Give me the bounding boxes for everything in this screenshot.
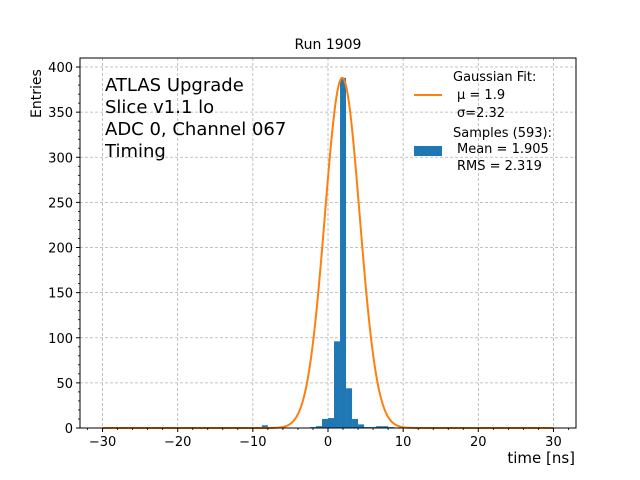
y-axis-label: Entries: [29, 69, 45, 118]
legend-samples-mean: Mean = 1.905: [457, 142, 549, 157]
x-tick-label: −20: [164, 435, 191, 450]
legend-samples-swatch: [414, 146, 442, 156]
x-tick-label: 30: [545, 435, 562, 450]
x-tick-label: 20: [470, 435, 487, 450]
legend: Gaussian Fit: μ = 1.9 σ=2.32 Samples (59…: [414, 70, 552, 174]
histogram-bar: [376, 426, 383, 428]
chart-title: Run 1909: [295, 37, 362, 53]
histogram-bar: [382, 426, 389, 428]
annotation-line: ADC 0, Channel 067: [105, 119, 286, 140]
histogram-bar: [315, 426, 322, 428]
y-tick-label: 200: [48, 242, 73, 257]
histogram-bar: [346, 388, 353, 428]
y-tick-label: 250: [48, 196, 73, 211]
y-tick-label: 100: [48, 332, 73, 347]
legend-fit-title: Gaussian Fit:: [453, 70, 536, 85]
annotation-box: ATLAS Upgrade Slice v1.1 lo ADC 0, Chann…: [104, 75, 286, 162]
x-tick-label: −30: [89, 435, 116, 450]
legend-samples-rms: RMS = 2.319: [457, 159, 542, 174]
x-tick-label: 10: [395, 435, 412, 450]
histogram-bar: [358, 424, 365, 428]
y-tick-label: 300: [48, 151, 73, 166]
annotation-line: Timing: [104, 141, 166, 162]
y-tick-label: 150: [48, 287, 73, 302]
x-tick-label: 0: [324, 435, 332, 450]
annotation-line: Slice v1.1 lo: [105, 97, 214, 118]
histogram-bar: [352, 418, 359, 428]
legend-fit-sigma: σ=2.32: [457, 106, 505, 121]
y-tick-label: 0: [65, 422, 73, 437]
y-tick-label: 350: [48, 106, 73, 121]
y-tick-label: 400: [48, 61, 73, 76]
x-tick-label: −10: [239, 435, 266, 450]
legend-fit-mu: μ = 1.9: [457, 88, 505, 103]
x-axis-label: time [ns]: [507, 449, 575, 467]
y-tick-label: 50: [56, 377, 73, 392]
histogram-bar: [340, 77, 347, 428]
histogram-bar: [334, 341, 341, 428]
annotation-line: ATLAS Upgrade: [105, 75, 244, 96]
histogram-bar: [261, 425, 268, 428]
legend-samples-title: Samples (593):: [453, 126, 552, 141]
histogram-bar: [328, 418, 335, 428]
histogram-bar: [321, 418, 328, 428]
